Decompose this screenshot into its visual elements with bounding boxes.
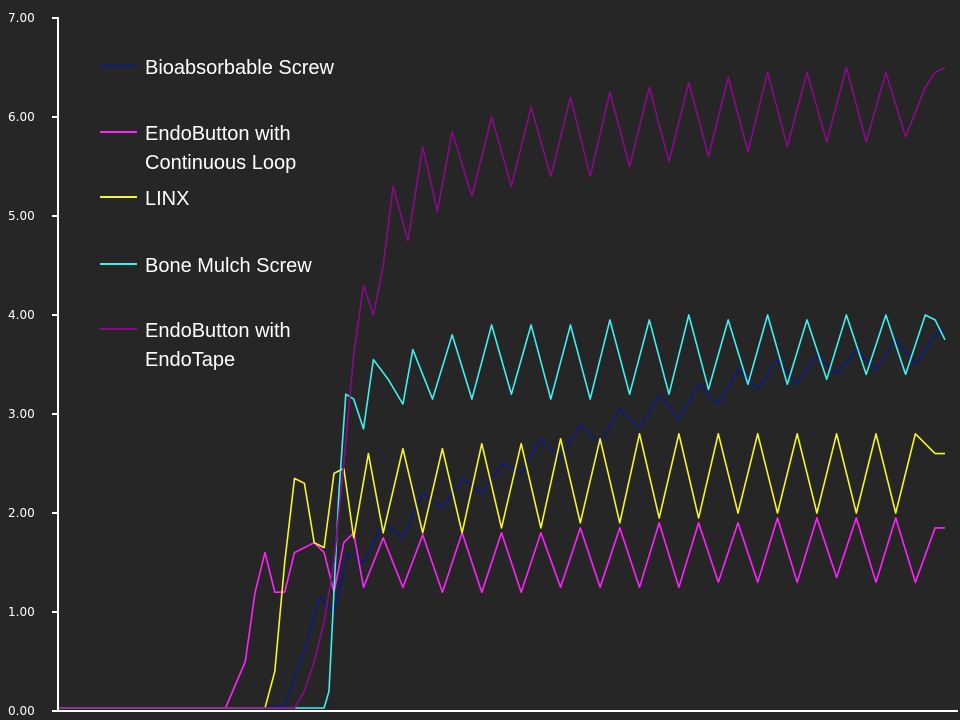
y-tick-label: 0.00 (8, 704, 35, 718)
series-line-4 (58, 314, 946, 709)
legend-label-3: LINX (145, 188, 189, 210)
series-line-2 (58, 517, 945, 709)
series-line-3 (58, 433, 945, 709)
y-tick-label: 1.00 (8, 605, 35, 619)
legend: Bioabsorbable Screw EndoButton with Contin… (100, 57, 335, 371)
legend-label-1: Bioabsorbable Screw (145, 57, 335, 79)
y-tick-label: 3.00 (8, 407, 35, 421)
y-tick-label: 6.00 (8, 110, 35, 124)
y-tick-label: 2.00 (8, 506, 35, 520)
y-tick-label: 7.00 (8, 11, 35, 25)
legend-label-2: EndoButton with Continuous Loop (145, 123, 296, 174)
y-tick-label: 4.00 (8, 308, 35, 322)
series-layer (58, 66, 946, 709)
legend-label-4: Bone Mulch Screw (145, 255, 312, 277)
legend-label-5: EndoButton with EndoTape (145, 320, 291, 371)
series-line-1 (58, 329, 946, 709)
axes: 0.00 1.00 2.00 3.00 4.00 5.00 6.00 7.00 (8, 11, 958, 718)
y-tick-label: 5.00 (8, 209, 35, 223)
series-line-5 (58, 66, 946, 709)
